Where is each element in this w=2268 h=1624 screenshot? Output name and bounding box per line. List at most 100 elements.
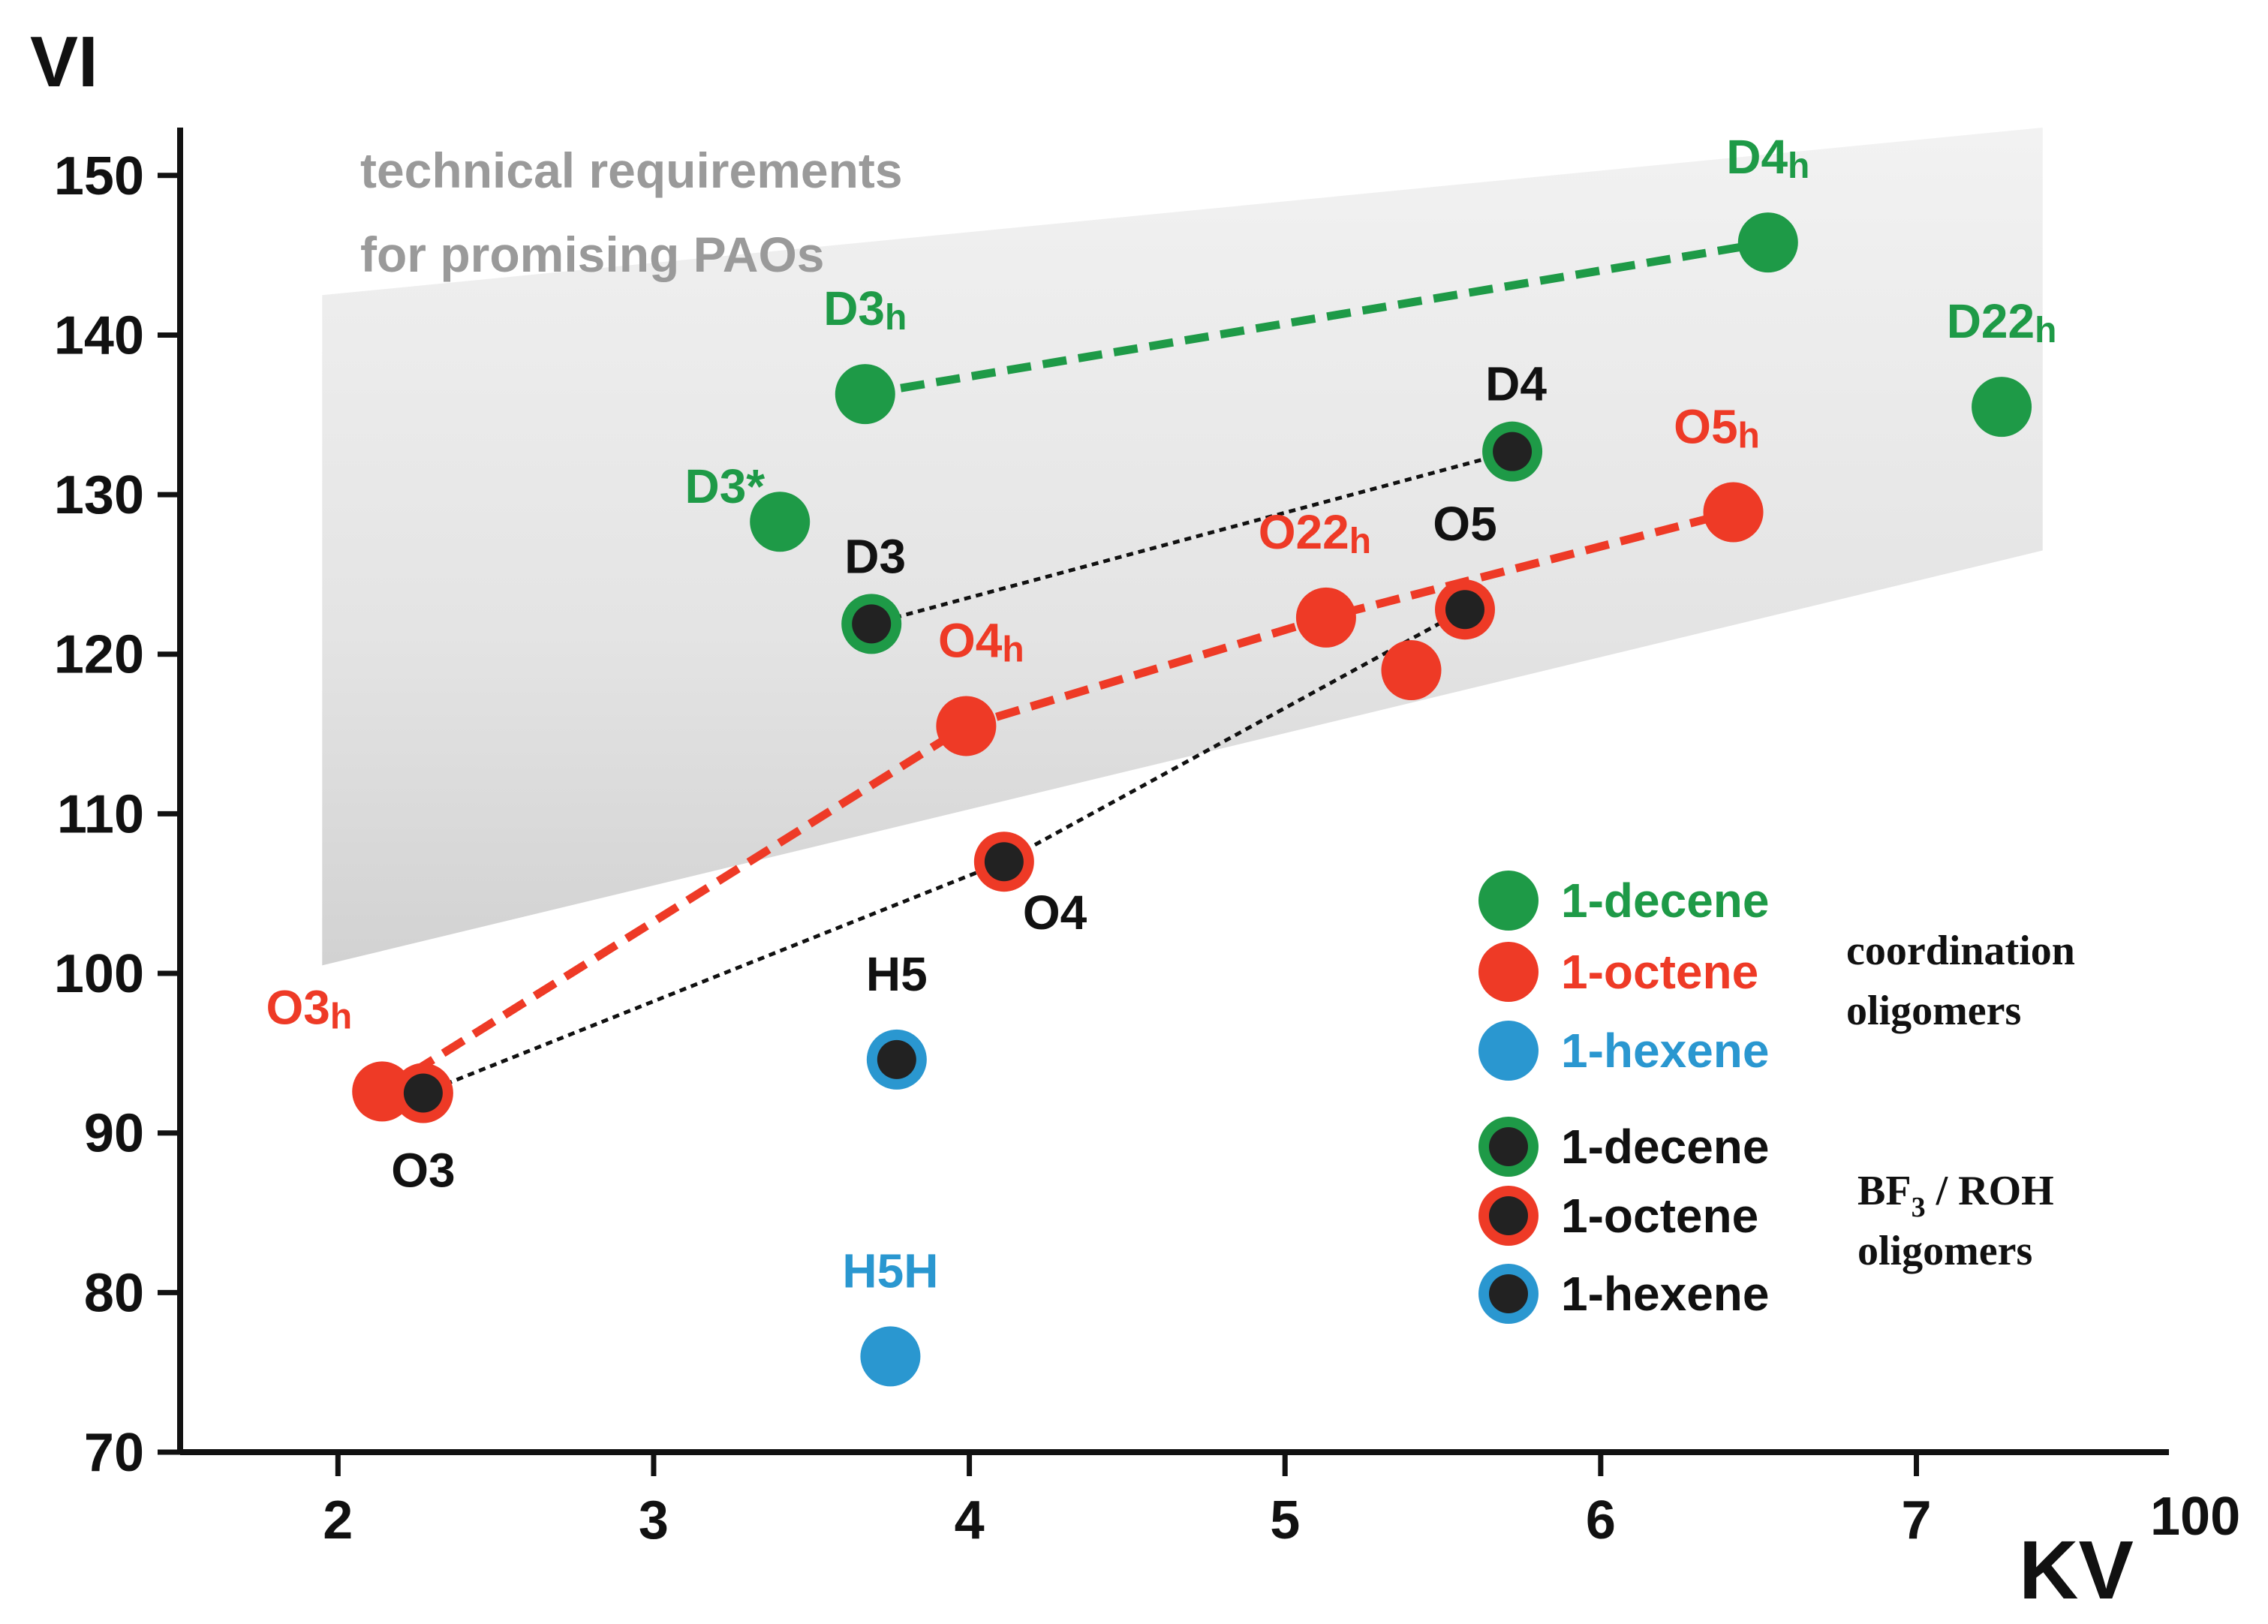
legend-marker-1-octene-ring: [1478, 1186, 1539, 1246]
point-label-1-octene-ring-o4: O4: [1023, 886, 1087, 940]
point-label-subscript: h: [330, 997, 352, 1036]
x-tick-label-7: 7: [1901, 1490, 1931, 1550]
point-label-text: O3: [266, 980, 330, 1034]
point-label-subscript: h: [885, 298, 907, 338]
legend-marker-1-decene-ring: [1478, 1117, 1539, 1177]
y-tick-label-140: 140: [54, 305, 144, 365]
x-tick-label-3: 3: [639, 1490, 669, 1550]
y-tick-label-110: 110: [57, 784, 144, 844]
point-label-subscript: h: [1002, 630, 1024, 669]
x-tick-label-5: 5: [1270, 1490, 1300, 1550]
x-tick-label-4: 4: [955, 1490, 985, 1550]
legend-group-coordination-line1: coordination: [1846, 928, 2075, 974]
point-1-decene-ring-d3-core: [852, 604, 892, 644]
y-tick-label-130: 130: [54, 465, 144, 525]
point-label-1-octene-filled-o4h: O4h: [938, 613, 1024, 669]
point-1-octene-filled-o4h: [936, 696, 997, 756]
point-1-octene-ring-o5-core: [1445, 590, 1484, 630]
legend-marker-1-hexene-filled: [1478, 1021, 1539, 1081]
x-tick-label-6: 6: [1586, 1490, 1616, 1550]
ticks: 70 80 90 100 110 120 130 140 150 2 3 4 5 6 7: [54, 146, 1932, 1550]
point-1-octene-ring-o3: [393, 1063, 453, 1123]
technical-requirements-region: [322, 128, 2043, 966]
point-label-subscript: h: [1788, 146, 1809, 186]
legend-group-bf3-line1: BF3 / ROH: [1857, 1168, 2054, 1223]
point-label-1-octene-ring-o5: O5: [1433, 497, 1496, 551]
point-label-1-hexene-filled-h5h: H5H: [842, 1244, 938, 1298]
region-label-line2: for promising PAOs: [360, 227, 825, 282]
point-1-decene-filled-d3h: [835, 364, 895, 425]
point-label-text: O3: [391, 1144, 455, 1198]
legend-marker-1-hexene-ring-core: [1489, 1274, 1528, 1313]
data-points: [352, 212, 2032, 1387]
point-labels: D3hD4hD3*D22hO3hO4hO22hO5hH5HD3D4O3O4O5H…: [266, 130, 2057, 1298]
1-octene-filled-line: [380, 508, 1734, 1096]
point-1-decene-filled-d22h: [1972, 377, 2032, 438]
legend-label-1-hexene-filled: 1-hexene: [1561, 1024, 1769, 1078]
point-label-text: D3: [844, 529, 906, 583]
y-axis-title: VI: [30, 22, 98, 102]
1-decene-filled-line: [864, 238, 1769, 398]
point-1-octene-ring-o4-core: [984, 842, 1024, 882]
point-label-text: O22: [1259, 505, 1349, 559]
1-decene-ring-line: [871, 450, 1513, 626]
y-tick-label-90: 90: [84, 1104, 144, 1164]
point-label-1-decene-filled-d3h: D3h: [823, 281, 907, 338]
point-1-octene-filled-o5h: [1703, 482, 1764, 543]
legend-marker-1-hexene-ring: [1478, 1264, 1539, 1324]
y-tick-label-70: 70: [84, 1423, 144, 1483]
legend: 1-decene 1-octene 1-hexene 1-decene 1-octene…: [1478, 871, 1769, 1324]
legend-marker-1-octene-ring-core: [1489, 1196, 1528, 1235]
legend-label-1-decene-ring: 1-decene: [1561, 1120, 1769, 1174]
region-label-line1: technical requirements: [360, 143, 903, 198]
x-axis-title-superscript: 100: [2150, 1487, 2240, 1547]
point-label-subscript: h: [1738, 416, 1760, 456]
point-label-1-hexene-ring-h5: H5: [866, 947, 928, 1001]
point-label-subscript: h: [1349, 522, 1371, 561]
point-label-1-octene-filled-o22h: O22h: [1259, 505, 1371, 561]
y-tick-label-150: 150: [54, 146, 144, 206]
x-tick-label-2: 2: [323, 1490, 353, 1550]
point-label-1-decene-filled-d4h: D4h: [1726, 130, 1809, 186]
point-1-decene-ring-d3: [841, 594, 902, 654]
point-1-decene-filled-d4h: [1737, 212, 1798, 273]
legend-label-1-hexene-ring: 1-hexene: [1561, 1267, 1769, 1321]
point-label-text: O5: [1674, 399, 1737, 453]
point-label-text: H5: [866, 947, 928, 1001]
point-1-hexene-filled-h5h: [860, 1326, 921, 1387]
point-label-1-decene-filled-d3: D3*: [684, 459, 765, 513]
point-label-text: D4: [1726, 130, 1788, 184]
x-axis-title: KV: [2019, 1524, 2134, 1616]
point-label-subscript: h: [2035, 311, 2056, 350]
bf3-rest: / ROH: [1926, 1168, 2054, 1214]
point-label-1-octene-filled-o3h: O3h: [266, 980, 353, 1036]
y-tick-label-120: 120: [54, 625, 144, 685]
legend-marker-1-octene-filled: [1478, 942, 1539, 1002]
legend-label-1-octene-ring: 1-octene: [1561, 1189, 1758, 1243]
point-label-text: H5H: [842, 1244, 938, 1298]
point-label-text: O5: [1433, 497, 1496, 551]
y-tick-label-80: 80: [84, 1263, 144, 1323]
point-1-decene-ring-d4-core: [1493, 432, 1533, 471]
point-1-decene-filled-d3: [750, 492, 811, 552]
point-label-text: D3*: [684, 459, 765, 513]
point-label-1-decene-ring-d3: D3: [844, 529, 906, 583]
point-1-octene-ring-o5: [1434, 579, 1495, 640]
point-label-1-decene-ring-d4: D4: [1485, 357, 1547, 411]
point-label-text: D22: [1947, 294, 2035, 348]
legend-marker-1-decene-ring-core: [1489, 1127, 1528, 1166]
point-label-text: D4: [1485, 357, 1547, 411]
point-1-octene-filled-unlabeled-4: [1381, 640, 1442, 701]
legend-group-coordination-line2: oligomers: [1846, 988, 2021, 1034]
point-1-hexene-ring-h5: [866, 1029, 927, 1090]
y-tick-label-100: 100: [54, 944, 144, 1004]
point-1-decene-ring-d4: [1482, 421, 1543, 482]
point-1-octene-ring-o4: [973, 832, 1034, 892]
legend-label-1-octene-filled: 1-octene: [1561, 945, 1758, 999]
bf3-main: BF: [1857, 1168, 1912, 1214]
point-label-1-octene-ring-o3: O3: [391, 1144, 455, 1198]
point-1-hexene-ring-h5-core: [877, 1039, 916, 1079]
point-label-text: O4: [938, 613, 1003, 667]
legend-marker-1-decene-filled: [1478, 871, 1539, 931]
